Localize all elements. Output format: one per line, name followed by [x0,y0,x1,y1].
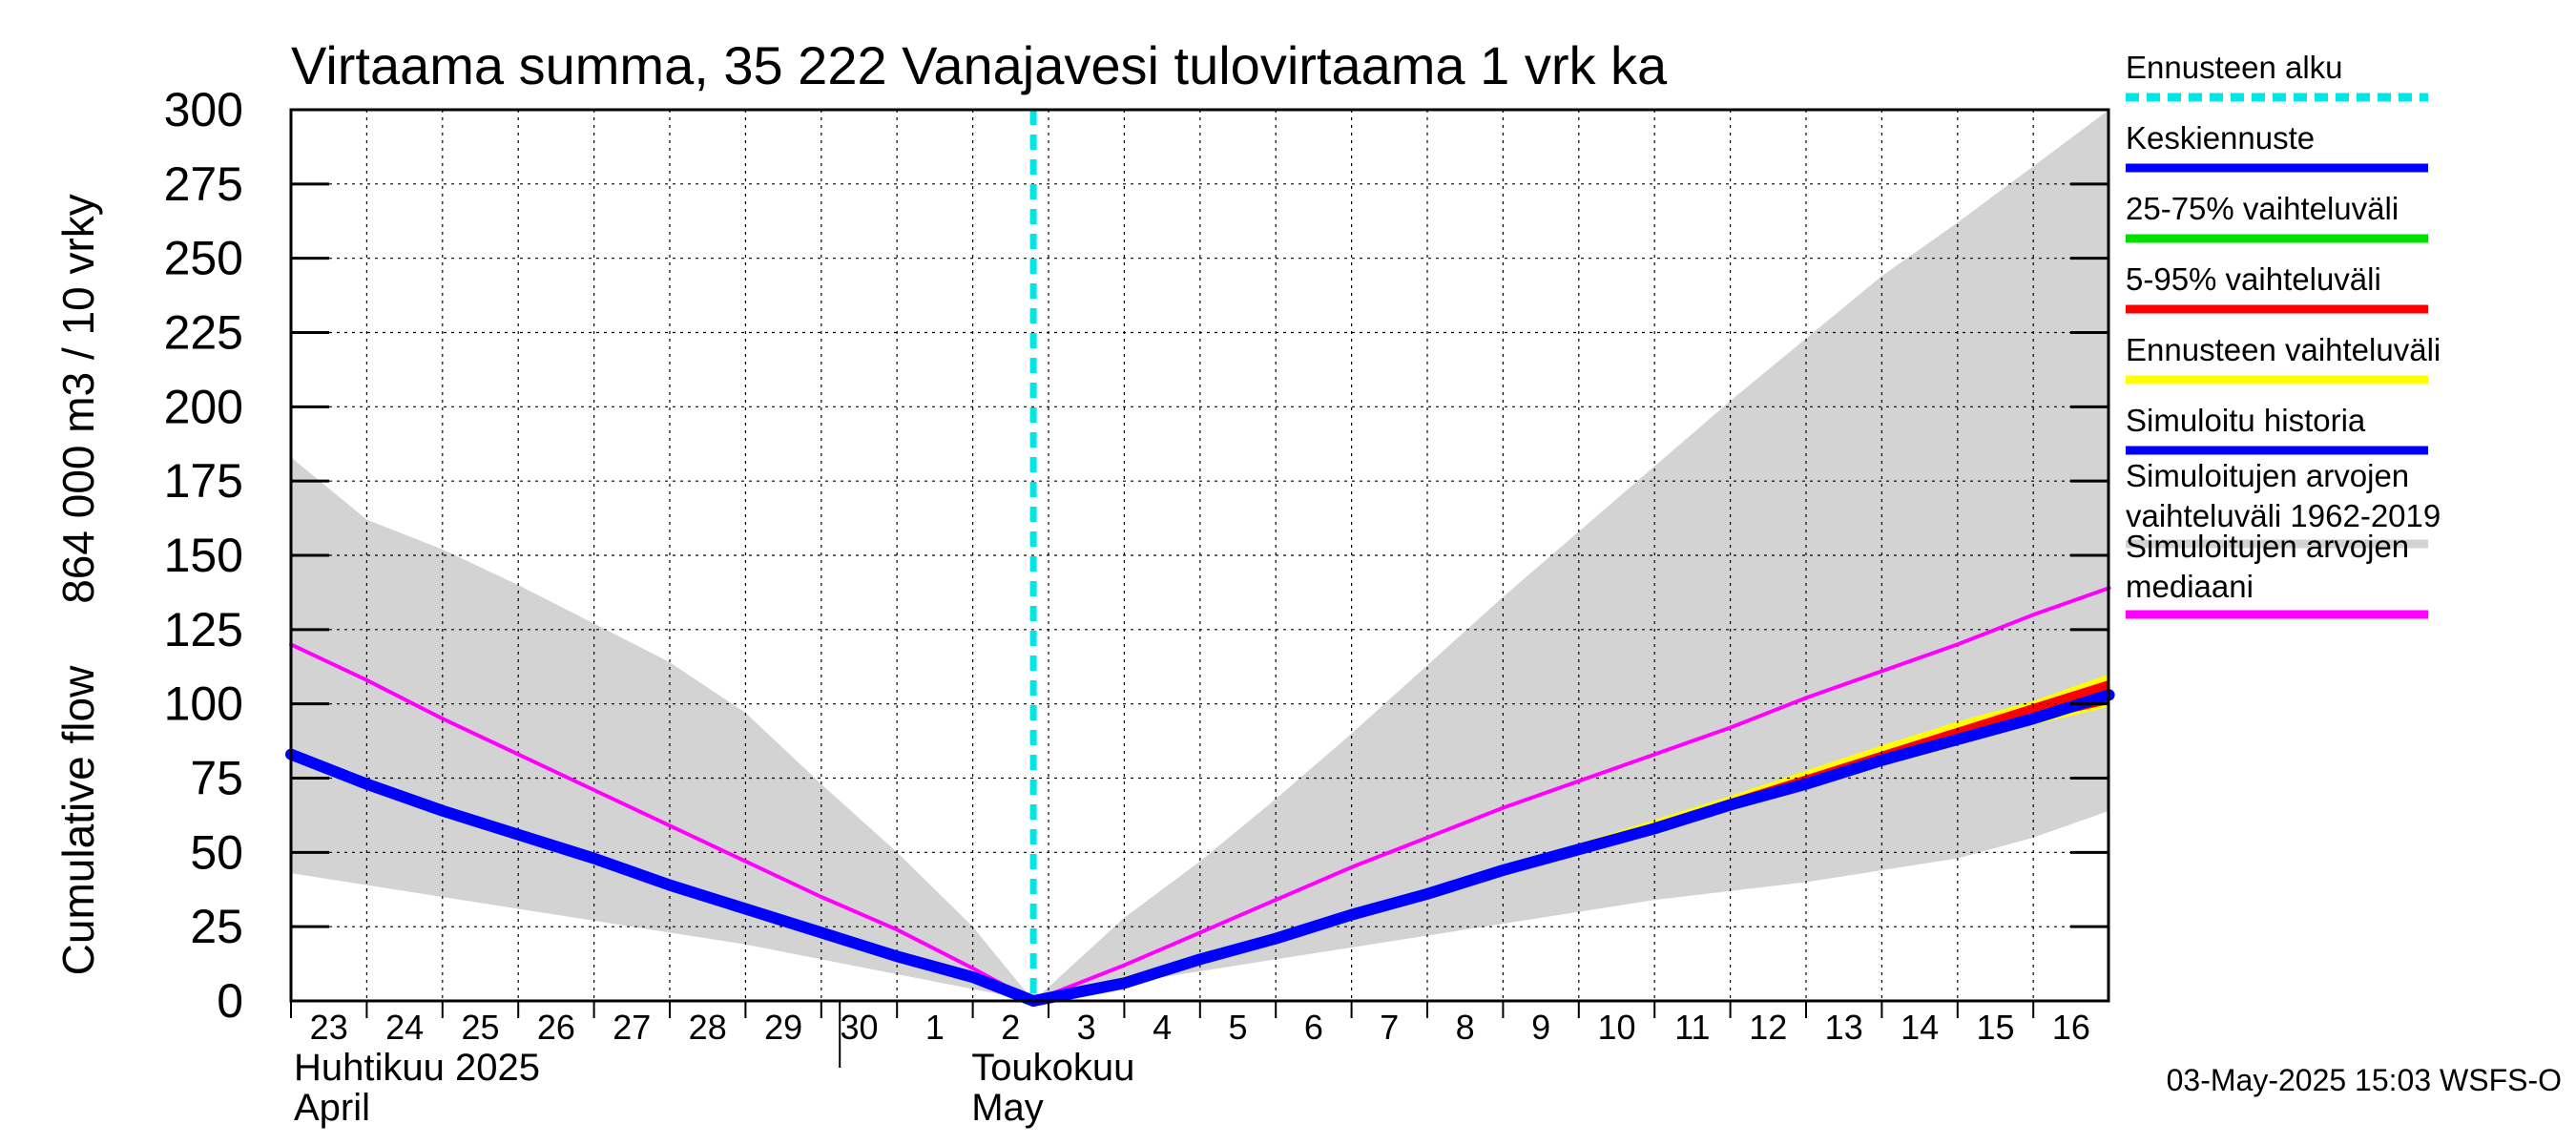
legend-label-simuloitu-historia-0: Simuloitu historia [2126,403,2366,438]
x-tick-label-1: 1 [925,1008,945,1047]
legend-label-5-95-vaihteluv-li-0: 5-95% vaihteluväli [2126,261,2381,297]
x-tick-label-2: 2 [1001,1008,1020,1047]
footer-timestamp: 03-May-2025 15:03 WSFS-O [2167,1063,2562,1097]
x-tick-label-11: 11 [1674,1008,1710,1047]
y-axis-label-line2: 864 000 m3 / 10 vrky [53,194,103,604]
legend: Ennusteen alku Keskiennuste 25-75% vaihtel… [2126,50,2441,619]
y-tick-label-0: 0 [217,974,243,1028]
legend-label-simuloitujen-arvojen-mediaani-0: Simuloitujen arvojen [2126,529,2409,564]
y-tick-label-225: 225 [164,306,243,360]
x-tick-label-9: 9 [1531,1008,1550,1047]
x-tick-label-13: 13 [1825,1008,1863,1047]
y-tick-label-25: 25 [190,900,243,953]
grid [291,110,2109,1001]
legend-label-ennusteen-vaihteluv-li-0: Ennusteen vaihteluväli [2126,332,2441,367]
month-label-april: Huhtikuu 2025 [294,1047,540,1089]
x-tick-label-26: 26 [537,1008,575,1047]
month-sublabel-may: May [971,1087,1044,1129]
y-tick-label-275: 275 [164,157,243,211]
x-axis: 23 24 25 26 27 28 29 30 1 2 3 4 5 6 7 8 9 10 11 12 13 14 15 16 [290,1001,2090,1047]
legend-label-simuloitujen-arvojen-vaihteluv-li-1962-2019-0: Simuloitujen arvojen [2126,458,2409,493]
y-axis-label-line1: Cumulative flow [53,665,103,975]
x-tick-label-27: 27 [613,1008,651,1047]
x-tick-label-16: 16 [2052,1008,2090,1047]
month-sublabel-april: April [294,1087,370,1129]
x-tick-label-28: 28 [689,1008,727,1047]
y-tick-label-50: 50 [190,825,243,879]
series-simuloitu-historia [285,748,1040,1007]
legend-label-simuloitujen-arvojen-vaihteluv-li-1962-2019-1: vaihteluväli 1962-2019 [2126,498,2441,533]
y-tick-label-300: 300 [164,83,243,136]
legend-label-ennusteen-alku-0: Ennusteen alku [2126,50,2343,85]
x-tick-label-4: 4 [1153,1008,1172,1047]
y-tick-label-200: 200 [164,380,243,433]
x-tick-label-25: 25 [461,1008,499,1047]
y-tick-label-100: 100 [164,677,243,731]
y-tick-label-75: 75 [190,752,243,805]
band-simuloitujen-arvojen-vaihteluv-li-1962-2019 [291,110,2109,1001]
y-tick-label-175: 175 [164,454,243,508]
chart-title: Virtaama summa, 35 222 Vanajavesi tulovi… [291,35,1668,95]
y-tick-label-150: 150 [164,529,243,582]
x-tick-label-10: 10 [1597,1008,1635,1047]
y-axis: 0 25 50 75 100 125 150 175 200 225 250 275 300 [164,83,2109,1028]
x-tick-label-30: 30 [840,1008,878,1047]
legend-label-25-75-vaihteluv-li-0: 25-75% vaihteluväli [2126,191,2399,226]
x-tick-label-12: 12 [1749,1008,1787,1047]
x-tick-label-3: 3 [1077,1008,1096,1047]
x-tick-label-8: 8 [1456,1008,1475,1047]
legend-label-simuloitujen-arvojen-mediaani-1: mediaani [2126,569,2254,604]
x-tick-label-23: 23 [310,1008,348,1047]
month-label-may: Toukokuu [971,1047,1134,1089]
x-tick-label-7: 7 [1380,1008,1399,1047]
x-tick-label-14: 14 [1901,1008,1939,1047]
x-tick-label-15: 15 [1976,1008,2014,1047]
x-tick-label-24: 24 [385,1008,424,1047]
y-tick-label-250: 250 [164,232,243,285]
series-simuloitujen-arvojen-mediaani [289,586,2111,1003]
series-lines [285,110,2115,1007]
x-tick-label-29: 29 [764,1008,802,1047]
x-tick-label-5: 5 [1228,1008,1247,1047]
legend-label-keskiennuste-0: Keskiennuste [2126,120,2315,156]
series-keskiennuste [1028,689,2115,1007]
bands [291,110,2109,1001]
y-tick-label-125: 125 [164,603,243,656]
x-tick-label-6: 6 [1304,1008,1323,1047]
